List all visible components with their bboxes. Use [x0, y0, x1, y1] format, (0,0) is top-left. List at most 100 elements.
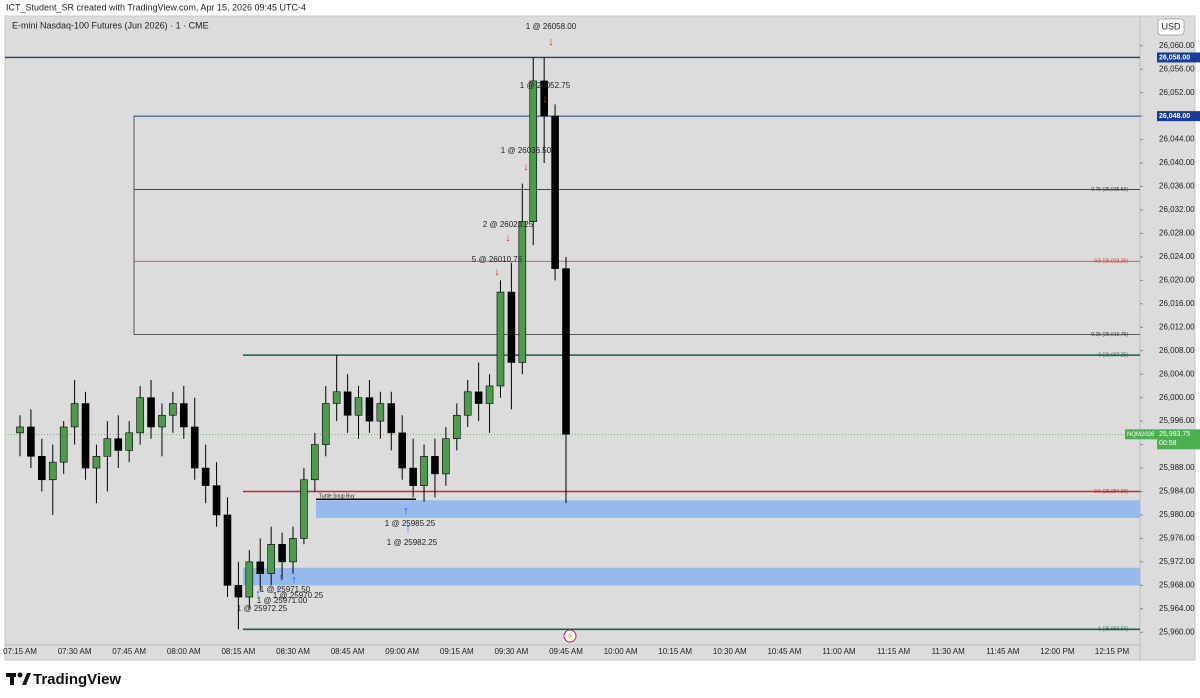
y-tick-label: 26,008.00: [1159, 346, 1195, 355]
x-tick-label: 10:30 AM: [713, 647, 747, 656]
y-tick-label: 26,004.00: [1159, 369, 1195, 378]
candle-body: [81, 403, 90, 469]
candle-body: [300, 479, 308, 539]
candle-body: [376, 403, 385, 422]
logo: [6, 672, 31, 685]
candle-body: [158, 414, 166, 428]
candle-body: [38, 456, 46, 481]
candle-body: [256, 561, 265, 574]
currency[interactable]: USD: [1161, 21, 1181, 31]
candle-body: [485, 385, 494, 404]
price-tag-label: 26,048.00: [1159, 113, 1190, 120]
x-tick-label: 09:30 AM: [494, 647, 528, 656]
trade-arrow: ↓: [494, 266, 500, 278]
y-tick-label: 26,028.00: [1159, 229, 1195, 238]
x-tick-label: 08:30 AM: [276, 647, 310, 656]
candle-body: [431, 456, 439, 475]
trade-label: 1 @ 25970.25: [273, 591, 324, 600]
x-tick-label: 09:00 AM: [385, 647, 419, 656]
x-tick-label: 08:15 AM: [221, 647, 255, 656]
fib-level-label: 1 (25,960.50): [1098, 627, 1128, 633]
y-tick-label: 25,980.00: [1159, 510, 1195, 519]
candle-body: [70, 403, 79, 428]
candle-body: [496, 291, 505, 387]
y-tick-label: 26,032.00: [1159, 205, 1195, 214]
currency-button[interactable]: [1157, 18, 1185, 36]
trade-label: 1 @ 25971.00: [257, 596, 308, 605]
trade-label: 1 @ 25972.25: [237, 604, 288, 613]
candle-body: [212, 485, 221, 516]
x-tick-label: 11:30 AM: [932, 647, 966, 656]
candle-body: [551, 115, 559, 269]
candle-body: [234, 585, 243, 598]
x-tick-label: 10:00 AM: [604, 647, 638, 656]
candle-body: [398, 432, 407, 469]
trade-arrow: ↑: [255, 588, 261, 600]
y-tick-label: 26,052.00: [1159, 88, 1195, 97]
y-tick-label: 26,016.00: [1159, 299, 1195, 308]
brand: TradingView: [33, 671, 121, 688]
price-tag: [1157, 111, 1200, 122]
x-tick-label: 11:15 AM: [877, 647, 911, 656]
candle-body: [289, 538, 297, 563]
trade-arrow: ↑: [275, 584, 281, 596]
candle-body: [354, 397, 363, 416]
candle-body: [442, 438, 450, 475]
trade-label: 1 @ 26058.00: [526, 22, 577, 31]
logo-mark: [22, 673, 31, 685]
candle-body: [201, 467, 210, 486]
trade-arrow: ↓: [548, 36, 554, 48]
zone-note: Turtle Soup Buy: [319, 494, 355, 500]
y-tick-label: 25,960.00: [1159, 627, 1195, 636]
candle-body: [103, 438, 112, 457]
x-tick-label: 12:00 PM: [1040, 647, 1075, 656]
candle-body: [16, 426, 24, 434]
candle-body: [27, 426, 35, 457]
candle-body: [452, 414, 461, 440]
candle-body: [311, 444, 319, 481]
price-tag: [1157, 52, 1200, 63]
zone: [316, 500, 1140, 518]
plot-background: [4, 15, 1196, 661]
fib-level-label: 0.75 (26,035.50): [1091, 187, 1128, 193]
event-icon: ⚡: [566, 631, 575, 640]
trade-label: 1 @ 25982.25: [387, 538, 438, 547]
trade-label: 1 @ 26052.75: [520, 81, 571, 90]
x-tick-label: 10:15 AM: [658, 647, 692, 656]
y-tick-label: 25,996.00: [1159, 416, 1195, 425]
candle-body: [540, 80, 548, 117]
trade-arrow: ↑: [278, 572, 284, 584]
y-tick-label: 26,036.00: [1159, 182, 1195, 191]
candle-body: [48, 461, 57, 481]
price-tag-label: 26,058.00: [1159, 54, 1190, 61]
x-tick-label: 10:45 AM: [767, 647, 801, 656]
trade-arrow: ↓: [542, 93, 548, 105]
trade-arrow: ↑: [291, 574, 297, 586]
trade-label: 5 @ 26010.75: [472, 255, 523, 264]
x-tick-label: 12:15 PM: [1095, 647, 1130, 656]
y-tick-label: 26,024.00: [1159, 252, 1195, 261]
y-tick-label: 25,968.00: [1159, 580, 1195, 589]
candle-body: [245, 561, 254, 598]
y-tick-label: 26,012.00: [1159, 322, 1195, 331]
trade-arrow: ↓: [505, 232, 511, 244]
x-tick-label: 09:45 AM: [549, 647, 583, 656]
x-tick-label: 11:45 AM: [986, 647, 1020, 656]
candle-body: [180, 403, 188, 428]
candle-body: [223, 514, 232, 586]
trade-arrow: ↑: [405, 522, 411, 534]
x-tick-label: 11:00 AM: [822, 647, 856, 656]
candle-body: [169, 403, 177, 416]
candle-body: [114, 438, 123, 451]
countdown: 00:58: [1159, 440, 1177, 447]
candle-body: [321, 403, 330, 445]
candle-body: [190, 426, 199, 469]
trade-label: 1 @ 25985.25: [385, 519, 436, 528]
candle-body: [267, 543, 275, 574]
candle-body: [125, 432, 133, 451]
zone: [243, 567, 1140, 586]
trade-label: 1 @ 25971.50: [260, 585, 311, 594]
x-tick-label: 07:30 AM: [58, 647, 92, 656]
